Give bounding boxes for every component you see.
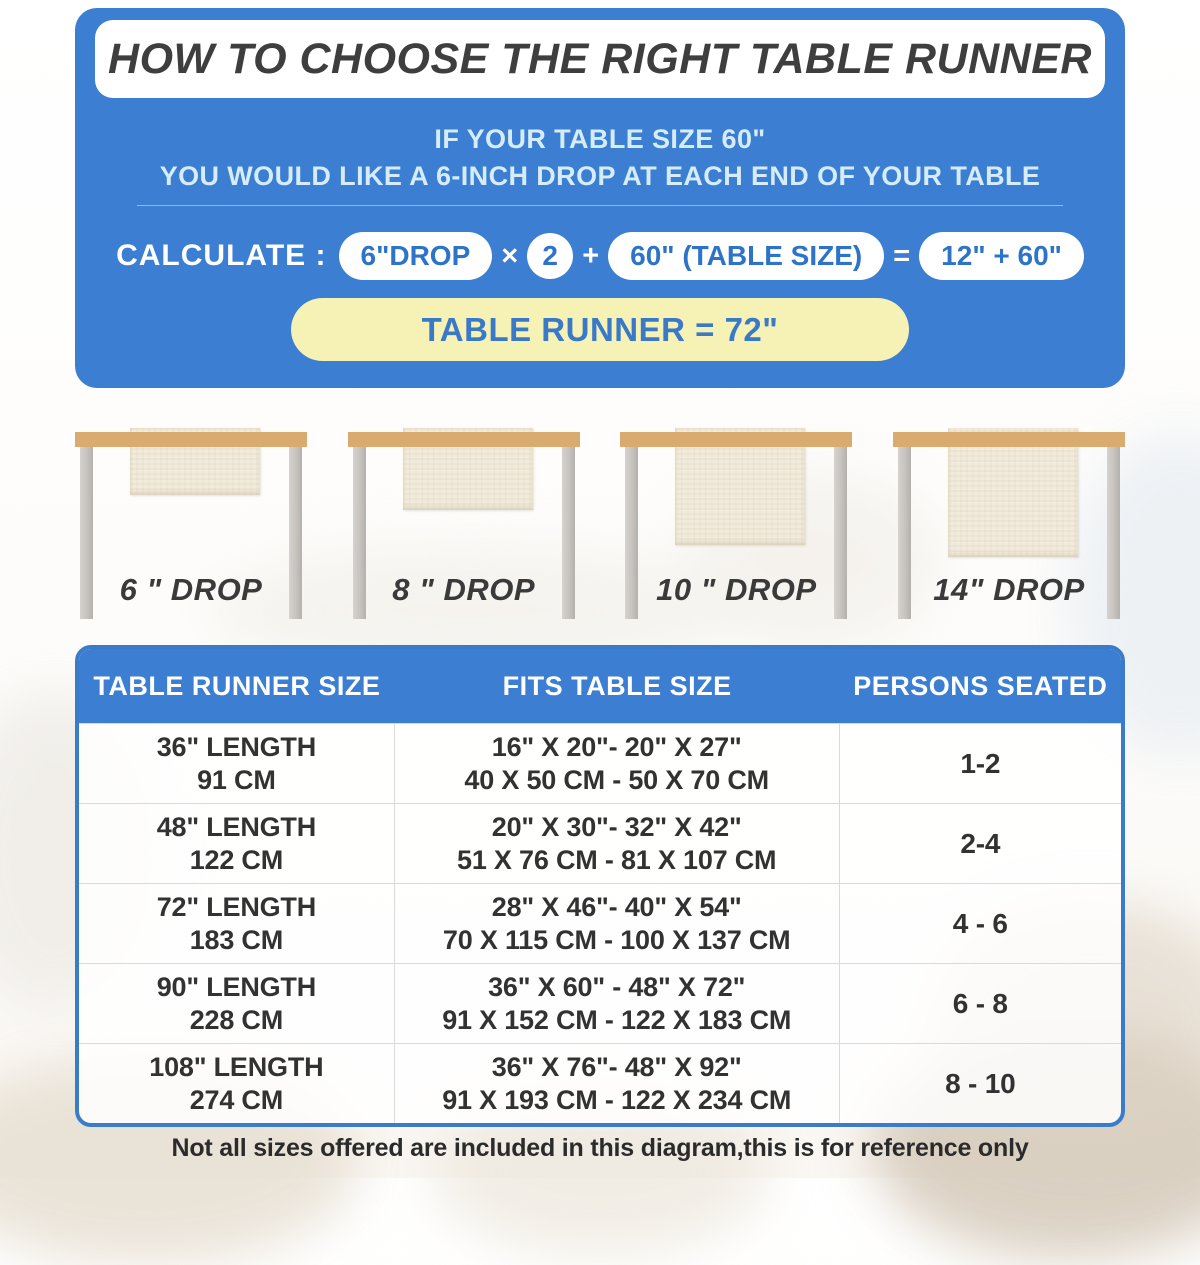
page-title: HOW TO CHOOSE THE RIGHT TABLE RUNNER xyxy=(108,34,1092,83)
table-runner-illustration xyxy=(947,428,1078,557)
persons-seated-value: 2-4 xyxy=(960,828,1001,859)
fits-size-inches: 20" X 30"- 32" X 42" xyxy=(491,811,742,842)
column-header-runner-size: TABLE RUNNER SIZE xyxy=(93,670,381,701)
persons-seated-cell: 6 - 8 xyxy=(840,964,1121,1043)
calculate-label: CALCULATE : xyxy=(116,239,327,272)
runner-size-inches: 72" LENGTH xyxy=(156,891,317,922)
table-leg-left xyxy=(897,447,911,619)
drop-value-pill: 6"DROP xyxy=(338,232,493,280)
persons-seated-value: 8 - 10 xyxy=(945,1068,1016,1099)
table-drop-figure: 10 " DROP xyxy=(620,424,853,624)
fits-size-cm: 91 X 193 CM - 122 X 234 CM xyxy=(442,1084,792,1115)
persons-seated-cell: 2-4 xyxy=(840,804,1121,883)
drop-label: 14" DROP xyxy=(933,572,1085,607)
table-row: 48" LENGTH 122 CM 20" X 30"- 32" X 42" 5… xyxy=(79,803,1121,883)
runner-size-cell: 72" LENGTH 183 CM xyxy=(79,884,395,963)
calculation-row: CALCULATE : 6"DROP × 2 + 60" (TABLE SIZE… xyxy=(75,232,1125,280)
table-leg-right xyxy=(834,447,848,619)
runner-size-inches: 36" LENGTH xyxy=(156,731,317,762)
persons-seated-value: 4 - 6 xyxy=(952,908,1008,939)
runner-size-cm: 274 CM xyxy=(189,1084,284,1115)
multiplier-circle: 2 xyxy=(527,233,574,279)
persons-seated-cell: 4 - 6 xyxy=(840,884,1121,963)
title-banner: HOW TO CHOOSE THE RIGHT TABLE RUNNER xyxy=(95,20,1105,98)
column-header-fits-table-size: FITS TABLE SIZE xyxy=(502,670,732,701)
fits-size-cm: 70 X 115 CM - 100 X 137 CM xyxy=(442,924,791,955)
times-operator: × xyxy=(501,239,519,272)
persons-seated-value: 1-2 xyxy=(960,748,1001,779)
table-drop-figure: 6 " DROP xyxy=(75,424,307,624)
runner-size-cell: 108" LENGTH 274 CM xyxy=(79,1044,395,1123)
drop-label: 6 " DROP xyxy=(119,572,263,607)
fits-size-cm: 40 X 50 CM - 50 X 70 CM xyxy=(464,764,769,795)
fits-size-inches: 28" X 46"- 40" X 54" xyxy=(491,891,742,922)
fits-table-size-cell: 16" X 20"- 20" X 27" 40 X 50 CM - 50 X 7… xyxy=(395,724,840,803)
table-row: 108" LENGTH 274 CM 36" X 76"- 48" X 92" … xyxy=(79,1043,1121,1123)
fits-size-cm: 91 X 152 CM - 122 X 183 CM xyxy=(442,1004,792,1035)
persons-seated-cell: 1-2 xyxy=(840,724,1121,803)
tabletop-illustration xyxy=(892,432,1125,447)
tabletop-illustration xyxy=(75,432,307,447)
tabletop-illustration xyxy=(347,432,580,447)
size-reference-table: TABLE RUNNER SIZE FITS TABLE SIZE PERSON… xyxy=(75,645,1125,1127)
persons-seated-cell: 8 - 10 xyxy=(840,1044,1121,1123)
table-drop-figure: 14" DROP xyxy=(892,424,1125,624)
drop-label: 8 " DROP xyxy=(392,572,536,607)
runner-size-cm: 228 CM xyxy=(189,1004,284,1035)
subtitle-line-2: YOU WOULD LIKE A 6-INCH DROP AT EACH END… xyxy=(159,161,1041,191)
divider-line xyxy=(137,205,1063,206)
runner-size-cm: 91 CM xyxy=(197,764,276,795)
table-leg-left xyxy=(352,447,366,619)
equals-operator: = xyxy=(893,239,911,272)
table-row: 72" LENGTH 183 CM 28" X 46"- 40" X 54" 7… xyxy=(79,883,1121,963)
table-header-row: TABLE RUNNER SIZE FITS TABLE SIZE PERSON… xyxy=(79,649,1121,723)
footnote: Not all sizes offered are included in th… xyxy=(171,1134,1029,1162)
drop-label: 10 " DROP xyxy=(656,572,817,607)
result-banner: TABLE RUNNER = 72" xyxy=(291,298,909,361)
sum-pill: 12" + 60" xyxy=(919,232,1084,280)
subtitle-line-1: IF YOUR TABLE SIZE 60" xyxy=(434,124,766,154)
table-row: 90" LENGTH 228 CM 36" X 60" - 48" X 72" … xyxy=(79,963,1121,1043)
persons-seated-value: 6 - 8 xyxy=(952,988,1008,1019)
table-leg-left xyxy=(80,447,93,619)
runner-size-cell: 48" LENGTH 122 CM xyxy=(79,804,395,883)
runner-size-inches: 90" LENGTH xyxy=(156,971,317,1002)
fits-table-size-cell: 36" X 76"- 48" X 92" 91 X 193 CM - 122 X… xyxy=(395,1044,840,1123)
fits-size-inches: 36" X 76"- 48" X 92" xyxy=(491,1051,742,1082)
fits-size-inches: 36" X 60" - 48" X 72" xyxy=(488,971,746,1002)
runner-size-cell: 90" LENGTH 228 CM xyxy=(79,964,395,1043)
fits-table-size-cell: 28" X 46"- 40" X 54" 70 X 115 CM - 100 X… xyxy=(395,884,840,963)
table-leg-left xyxy=(625,447,639,619)
explainer-card: HOW TO CHOOSE THE RIGHT TABLE RUNNER IF … xyxy=(75,8,1125,388)
fits-table-size-cell: 36" X 60" - 48" X 72" 91 X 152 CM - 122 … xyxy=(395,964,840,1043)
tabletop-illustration xyxy=(620,432,853,447)
fits-size-inches: 16" X 20"- 20" X 27" xyxy=(491,731,742,762)
runner-size-cm: 183 CM xyxy=(189,924,284,955)
table-leg-right xyxy=(561,447,575,619)
table-runner-illustration xyxy=(675,428,806,545)
plus-operator: + xyxy=(582,239,600,272)
fits-size-cm: 51 X 76 CM - 81 X 107 CM xyxy=(457,844,777,875)
runner-size-cm: 122 CM xyxy=(189,844,284,875)
table-drop-figure: 8 " DROP xyxy=(347,424,580,624)
table-body: 36" LENGTH 91 CM 16" X 20"- 20" X 27" 40… xyxy=(79,723,1121,1123)
drop-figures-row: 6 " DROP 8 " DROP 10 " DROP 14" DROP xyxy=(75,424,1125,624)
table-leg-right xyxy=(1106,447,1120,619)
column-header-persons-seated: PERSONS SEATED xyxy=(853,670,1108,701)
runner-size-cell: 36" LENGTH 91 CM xyxy=(79,724,395,803)
table-size-pill: 60" (TABLE SIZE) xyxy=(608,232,885,280)
runner-size-inches: 48" LENGTH xyxy=(156,811,317,842)
fits-table-size-cell: 20" X 30"- 32" X 42" 51 X 76 CM - 81 X 1… xyxy=(395,804,840,883)
table-leg-right xyxy=(289,447,302,619)
table-row: 36" LENGTH 91 CM 16" X 20"- 20" X 27" 40… xyxy=(79,723,1121,803)
runner-size-inches: 108" LENGTH xyxy=(149,1051,324,1082)
